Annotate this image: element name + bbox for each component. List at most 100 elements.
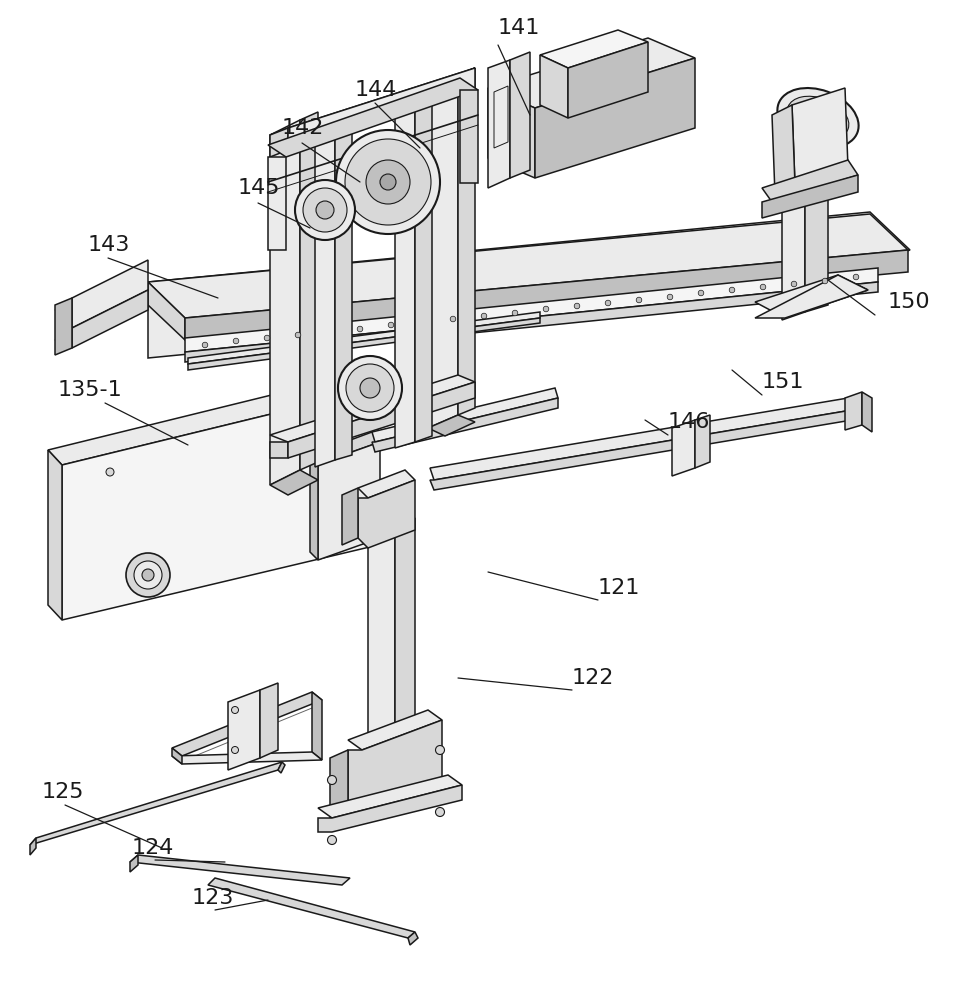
Polygon shape <box>172 748 182 764</box>
Text: 124: 124 <box>132 838 175 858</box>
Polygon shape <box>48 450 62 620</box>
Polygon shape <box>310 455 318 560</box>
Polygon shape <box>540 30 648 68</box>
Circle shape <box>419 319 425 325</box>
Polygon shape <box>30 762 282 845</box>
Circle shape <box>822 278 828 284</box>
Polygon shape <box>428 75 458 428</box>
Polygon shape <box>540 55 568 118</box>
Ellipse shape <box>360 378 380 398</box>
Polygon shape <box>48 372 378 465</box>
Ellipse shape <box>346 364 394 412</box>
Text: 121: 121 <box>598 578 641 598</box>
Polygon shape <box>312 692 322 760</box>
Text: 144: 144 <box>355 80 398 100</box>
Circle shape <box>202 342 208 348</box>
Ellipse shape <box>803 107 833 129</box>
Text: 151: 151 <box>762 372 804 392</box>
Polygon shape <box>55 298 72 355</box>
Circle shape <box>436 746 445 754</box>
Polygon shape <box>755 275 868 318</box>
Circle shape <box>264 335 270 341</box>
Polygon shape <box>695 415 710 468</box>
Polygon shape <box>188 318 540 370</box>
Ellipse shape <box>366 160 410 204</box>
Ellipse shape <box>338 356 402 420</box>
Polygon shape <box>148 214 908 318</box>
Text: 141: 141 <box>498 18 540 38</box>
Polygon shape <box>148 212 910 358</box>
Polygon shape <box>228 690 260 770</box>
Polygon shape <box>348 710 442 750</box>
Polygon shape <box>270 68 475 135</box>
Polygon shape <box>270 128 288 157</box>
Polygon shape <box>310 432 380 464</box>
Circle shape <box>142 569 154 581</box>
Ellipse shape <box>380 174 396 190</box>
Polygon shape <box>762 160 858 202</box>
Circle shape <box>328 776 336 784</box>
Circle shape <box>574 303 580 309</box>
Polygon shape <box>428 415 475 436</box>
Ellipse shape <box>336 130 440 234</box>
Polygon shape <box>488 88 535 178</box>
Circle shape <box>328 836 336 844</box>
Ellipse shape <box>777 88 859 148</box>
Polygon shape <box>368 525 395 752</box>
Polygon shape <box>260 683 278 758</box>
Polygon shape <box>130 855 138 872</box>
Polygon shape <box>415 96 432 442</box>
Polygon shape <box>510 52 530 178</box>
Circle shape <box>231 746 239 754</box>
Polygon shape <box>62 388 378 620</box>
Ellipse shape <box>295 180 355 240</box>
Polygon shape <box>268 157 286 250</box>
Polygon shape <box>318 775 462 818</box>
Polygon shape <box>845 392 862 430</box>
Circle shape <box>296 408 304 416</box>
Polygon shape <box>358 470 415 498</box>
Polygon shape <box>72 260 148 328</box>
Circle shape <box>637 297 642 303</box>
Polygon shape <box>330 750 348 818</box>
Polygon shape <box>72 290 148 348</box>
Circle shape <box>543 306 549 312</box>
Circle shape <box>134 561 162 589</box>
Circle shape <box>388 322 394 328</box>
Polygon shape <box>408 932 418 945</box>
Polygon shape <box>172 752 322 764</box>
Ellipse shape <box>787 96 849 140</box>
Polygon shape <box>172 692 322 756</box>
Polygon shape <box>458 68 475 415</box>
Polygon shape <box>185 282 878 362</box>
Polygon shape <box>568 42 648 118</box>
Text: 123: 123 <box>192 888 234 908</box>
Polygon shape <box>772 105 795 195</box>
Polygon shape <box>318 442 380 560</box>
Polygon shape <box>268 78 478 157</box>
Polygon shape <box>318 785 462 832</box>
Polygon shape <box>300 112 318 470</box>
Polygon shape <box>755 275 868 318</box>
Polygon shape <box>335 122 352 460</box>
Circle shape <box>482 313 487 319</box>
Ellipse shape <box>316 201 334 219</box>
Text: 135-1: 135-1 <box>58 380 123 400</box>
Polygon shape <box>315 128 335 467</box>
Polygon shape <box>270 470 318 495</box>
Circle shape <box>327 329 332 335</box>
Polygon shape <box>762 175 858 218</box>
Polygon shape <box>188 312 540 364</box>
Polygon shape <box>805 180 828 312</box>
Circle shape <box>760 284 765 290</box>
Text: 146: 146 <box>668 412 711 432</box>
Polygon shape <box>278 762 285 773</box>
Ellipse shape <box>345 139 431 225</box>
Polygon shape <box>348 720 442 820</box>
Circle shape <box>357 326 363 332</box>
Text: 150: 150 <box>888 292 930 312</box>
Circle shape <box>450 316 455 322</box>
Polygon shape <box>372 398 558 452</box>
Circle shape <box>698 290 704 296</box>
Polygon shape <box>185 250 908 340</box>
